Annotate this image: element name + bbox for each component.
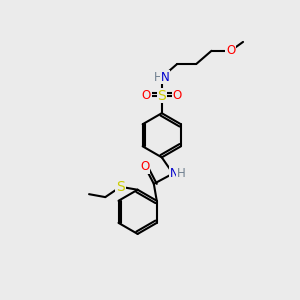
Text: N: N [161, 71, 170, 84]
Text: S: S [158, 88, 166, 103]
Text: H: H [154, 71, 162, 84]
Text: S: S [116, 180, 125, 194]
Text: O: O [142, 89, 151, 102]
Text: O: O [172, 89, 182, 102]
Text: O: O [226, 44, 235, 57]
Text: O: O [140, 160, 150, 173]
Text: N: N [170, 167, 179, 180]
Text: H: H [177, 167, 186, 180]
